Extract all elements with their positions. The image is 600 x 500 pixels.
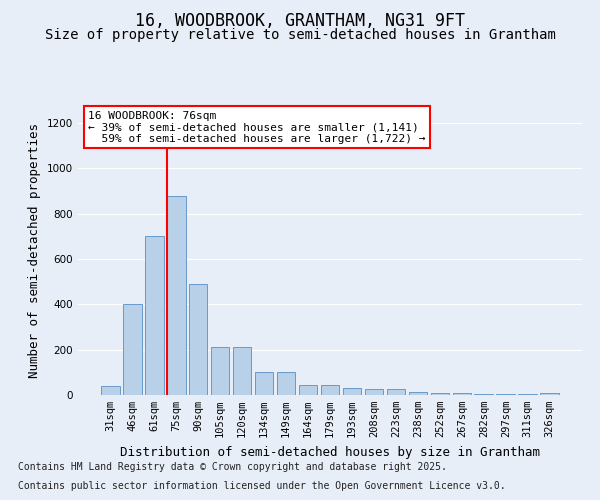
- Bar: [255, 372, 274, 395]
- Bar: [409, 392, 427, 395]
- Bar: [277, 372, 295, 395]
- Text: Size of property relative to semi-detached houses in Grantham: Size of property relative to semi-detach…: [44, 28, 556, 42]
- Bar: [365, 390, 383, 395]
- Bar: [233, 348, 251, 395]
- Bar: [320, 385, 340, 395]
- Bar: [475, 394, 493, 395]
- Bar: [145, 236, 164, 395]
- Text: Contains public sector information licensed under the Open Government Licence v3: Contains public sector information licen…: [18, 481, 506, 491]
- Bar: [211, 348, 229, 395]
- Text: 16, WOODBROOK, GRANTHAM, NG31 9FT: 16, WOODBROOK, GRANTHAM, NG31 9FT: [135, 12, 465, 30]
- Bar: [167, 196, 185, 395]
- Bar: [299, 385, 317, 395]
- Bar: [386, 390, 405, 395]
- Bar: [518, 394, 537, 395]
- Bar: [496, 394, 515, 395]
- Y-axis label: Number of semi-detached properties: Number of semi-detached properties: [28, 122, 41, 378]
- Bar: [541, 392, 559, 395]
- Bar: [101, 386, 119, 395]
- Bar: [452, 392, 471, 395]
- Bar: [431, 392, 449, 395]
- Text: 16 WOODBROOK: 76sqm
← 39% of semi-detached houses are smaller (1,141)
  59% of s: 16 WOODBROOK: 76sqm ← 39% of semi-detach…: [88, 111, 425, 144]
- Bar: [343, 388, 361, 395]
- X-axis label: Distribution of semi-detached houses by size in Grantham: Distribution of semi-detached houses by …: [120, 446, 540, 458]
- Bar: [189, 284, 208, 395]
- Text: Contains HM Land Registry data © Crown copyright and database right 2025.: Contains HM Land Registry data © Crown c…: [18, 462, 447, 472]
- Bar: [123, 304, 142, 395]
